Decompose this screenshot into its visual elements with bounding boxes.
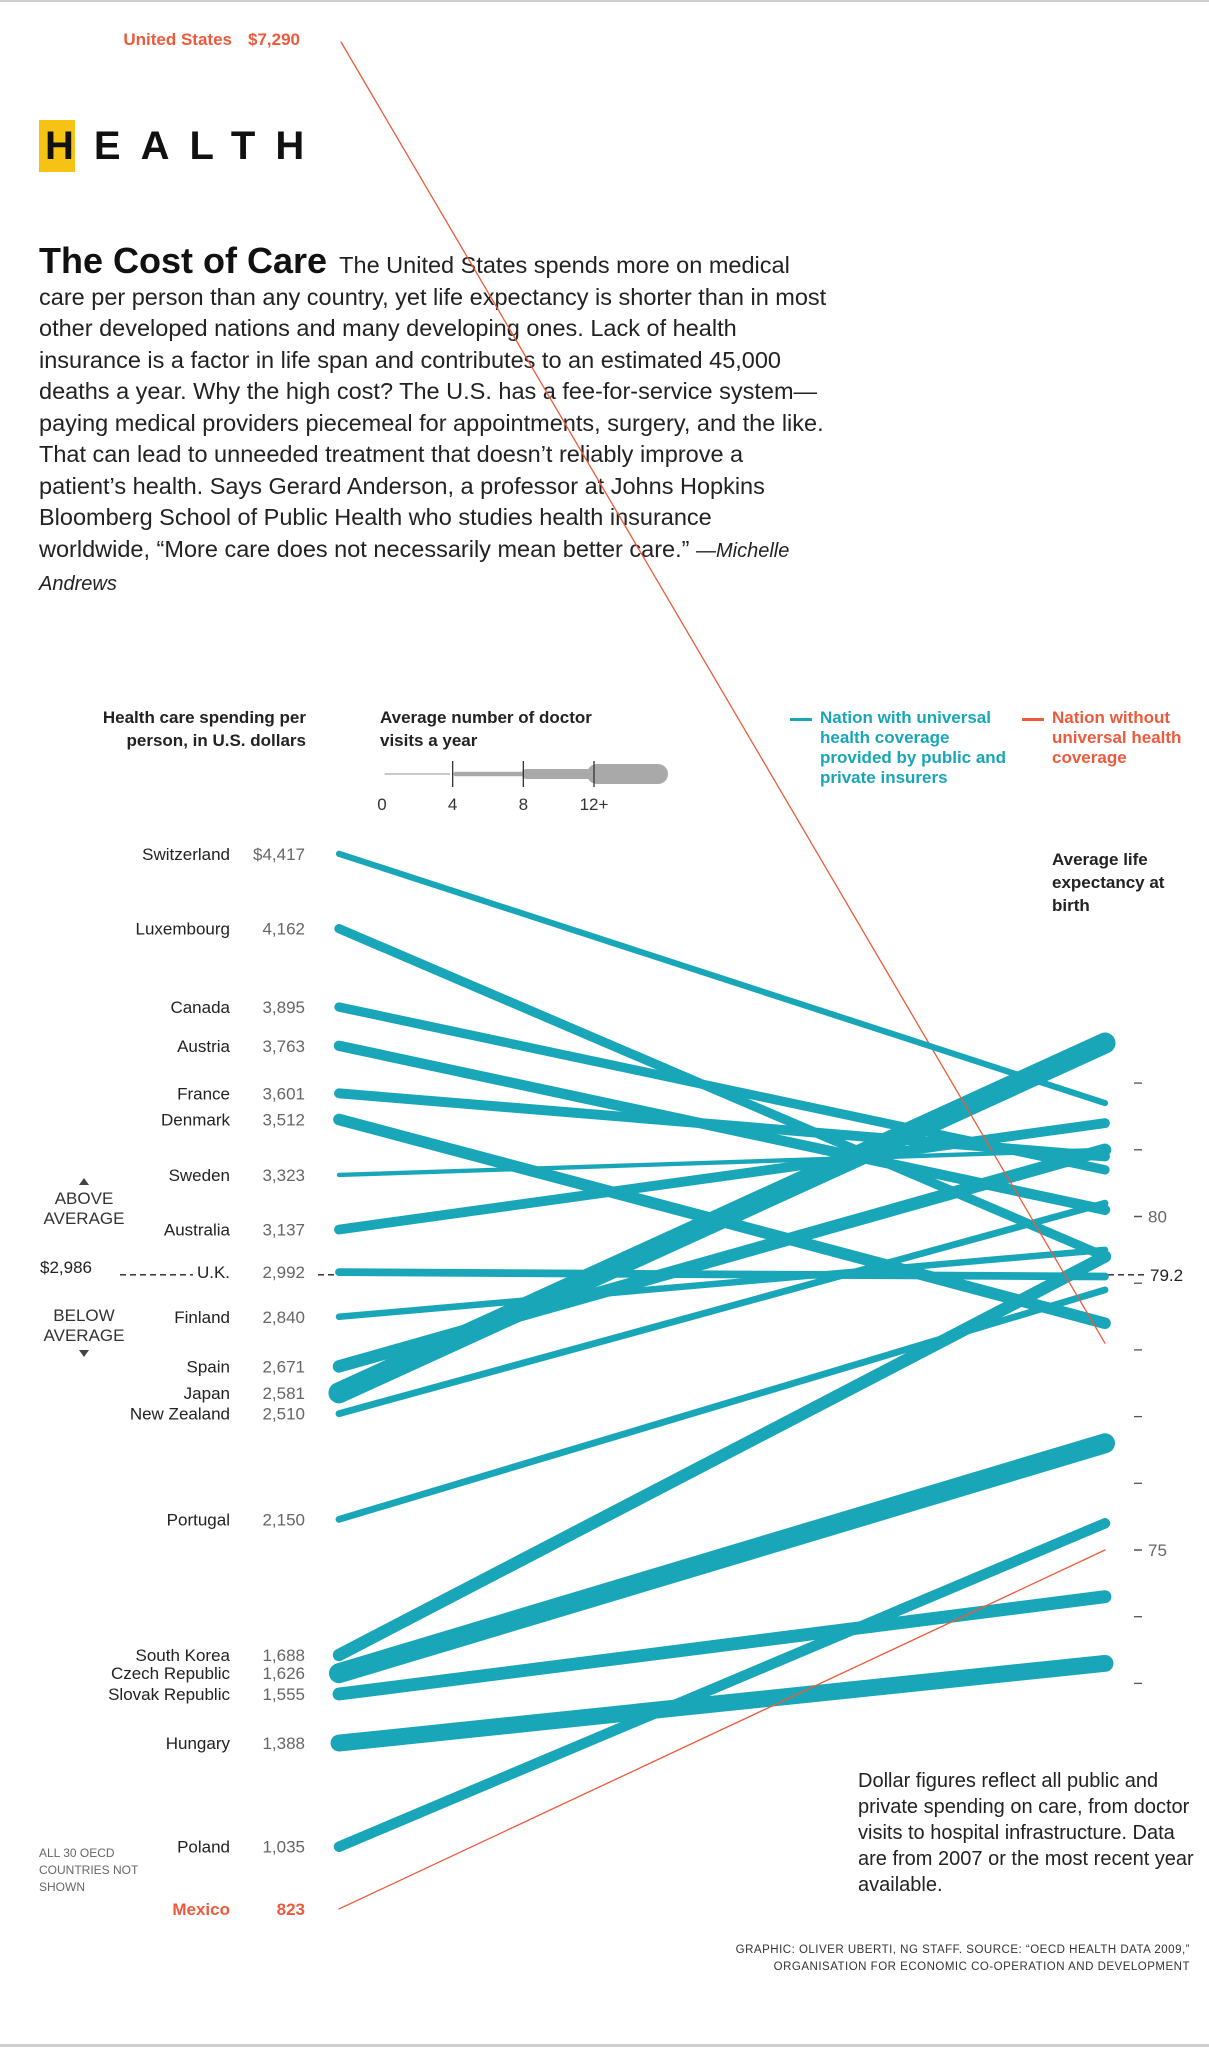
bottom-border (0, 2044, 1209, 2047)
country-spending-slovak-republic: 1,555 (262, 1685, 305, 1704)
country-spending-australia: 3,137 (262, 1221, 305, 1240)
country-name-sweden: Sweden (169, 1166, 230, 1185)
down-arrow-icon (79, 1350, 89, 1357)
country-spending-denmark: 3,512 (262, 1110, 305, 1129)
country-name-new-zealand: New Zealand (130, 1405, 230, 1424)
credit-line-1: GRAPHIC: OLIVER UBERTI, NG STAFF. SOURCE… (735, 1944, 1190, 1956)
country-line-united-states (340, 41, 1106, 1344)
top-border (0, 0, 1209, 2)
visits-key-label-0: 0 (377, 795, 386, 814)
country-spending-czech-republic: 1,626 (262, 1664, 305, 1683)
page-title: The Cost of Care (39, 240, 328, 281)
life-axis-label-75: 75 (1148, 1541, 1167, 1560)
country-name-czech-republic: Czech Republic (111, 1664, 231, 1683)
life-expectancy-header: Average life expectancy at birth (1052, 850, 1165, 915)
country-name-spain: Spain (187, 1357, 230, 1376)
country-line-finland (335, 1246, 1109, 1321)
average-spending-label: $2,986 (40, 1258, 92, 1277)
country-spending-south-korea: 1,688 (262, 1646, 305, 1665)
country-name-australia: Australia (164, 1221, 231, 1240)
below-average-label: BELOW AVERAGE (30, 1306, 138, 1357)
country-name-luxembourg: Luxembourg (135, 920, 230, 939)
country-spending-new-zealand: 2,510 (262, 1405, 305, 1424)
legend-non-universal-label: Nation without universal health coverage (1052, 708, 1182, 767)
country-spending-france: 3,601 (262, 1084, 305, 1103)
country-line-south-korea (332, 1250, 1112, 1662)
country-line-portugal (335, 1286, 1109, 1523)
us-country-label: United States (123, 30, 232, 49)
visits-key-header: Average number of doctor visits a year (380, 708, 592, 750)
country-name-france: France (177, 1084, 230, 1103)
country-name-japan: Japan (184, 1384, 230, 1403)
country-name-mexico: Mexico (172, 1900, 230, 1919)
intro-text: The Cost of Care The United States spend… (39, 243, 829, 601)
country-line-canada (334, 1002, 1110, 1175)
intro-body: The United States spends more on medical… (39, 252, 827, 562)
spending-column-header: Health care spending per person, in U.S.… (102, 708, 306, 750)
country-name-south-korea: South Korea (135, 1646, 230, 1665)
credit-line: GRAPHIC: OLIVER UBERTI, NG STAFF. SOURCE… (600, 1942, 1190, 1976)
country-spending-u-k: 2,992 (262, 1263, 305, 1282)
life-axis-label-80: 80 (1148, 1208, 1167, 1227)
up-arrow-icon (79, 1178, 89, 1185)
byline: —Michelle Andrews (39, 539, 790, 596)
section-tag-highlight (39, 120, 75, 172)
average-life-expectancy-label: 79.2 (1150, 1266, 1183, 1285)
country-spending-portugal: 2,150 (262, 1510, 305, 1529)
country-line-new-zealand (335, 1199, 1109, 1418)
country-name-hungary: Hungary (166, 1734, 231, 1753)
country-spending-hungary: 1,388 (262, 1734, 305, 1753)
country-spending-austria: 3,763 (262, 1037, 305, 1056)
country-line-u-k (335, 1268, 1109, 1281)
oecd-note: ALL 30 OECD COUNTRIES NOT SHOWN (39, 1846, 139, 1894)
country-name-poland: Poland (177, 1838, 230, 1857)
visits-key-label-4: 4 (448, 795, 457, 814)
country-spending-luxembourg: 4,162 (262, 920, 305, 939)
section-tag-word: HEALTH (45, 124, 325, 168)
country-line-switzerland (335, 850, 1109, 1107)
country-line-slovak-republic (332, 1590, 1112, 1701)
country-spending-finland: 2,840 (262, 1308, 305, 1327)
country-line-denmark (333, 1113, 1111, 1330)
country-name-denmark: Denmark (161, 1110, 230, 1129)
country-spending-sweden: 3,323 (262, 1166, 305, 1185)
country-spending-japan: 2,581 (262, 1384, 305, 1403)
country-spending-spain: 2,671 (262, 1357, 305, 1376)
section-tag: HEALTH (39, 120, 304, 172)
country-name-slovak-republic: Slovak Republic (108, 1685, 230, 1704)
country-spending-canada: 3,895 (262, 998, 305, 1017)
visits-key-label-12: 12+ (580, 795, 609, 814)
country-spending-poland: 1,035 (262, 1838, 305, 1857)
country-line-hungary (330, 1654, 1114, 1752)
credit-line-2: ORGANISATION FOR ECONOMIC CO-OPERATION A… (773, 1961, 1190, 1973)
country-line-sweden (336, 1147, 1108, 1178)
country-line-czech-republic (329, 1433, 1115, 1684)
legend-non-universal-swatch (1022, 718, 1044, 721)
above-average-text: ABOVE AVERAGE (43, 1189, 125, 1228)
visits-key-label-8: 8 (519, 795, 528, 814)
country-name-finland: Finland (174, 1308, 230, 1327)
country-name-austria: Austria (177, 1037, 230, 1056)
legend-universal-swatch (790, 718, 812, 721)
above-average-label: ABOVE AVERAGE (30, 1178, 138, 1229)
country-name-portugal: Portugal (167, 1510, 230, 1529)
country-name-u-k: U.K. (197, 1263, 230, 1282)
country-name-canada: Canada (170, 998, 230, 1017)
below-average-text: BELOW AVERAGE (43, 1306, 125, 1345)
country-name-switzerland: Switzerland (142, 845, 230, 864)
country-line-mexico (338, 1549, 1106, 1910)
legend-universal-label: Nation with universal health coverage pr… (820, 708, 1007, 787)
us-spending-label: $7,290 (248, 30, 300, 49)
data-note: Dollar figures reflect all public and pr… (858, 1770, 1194, 1896)
country-spending-mexico: 823 (277, 1900, 305, 1919)
country-spending-switzerland: $4,417 (253, 845, 305, 864)
country-line-poland (333, 1518, 1111, 1852)
